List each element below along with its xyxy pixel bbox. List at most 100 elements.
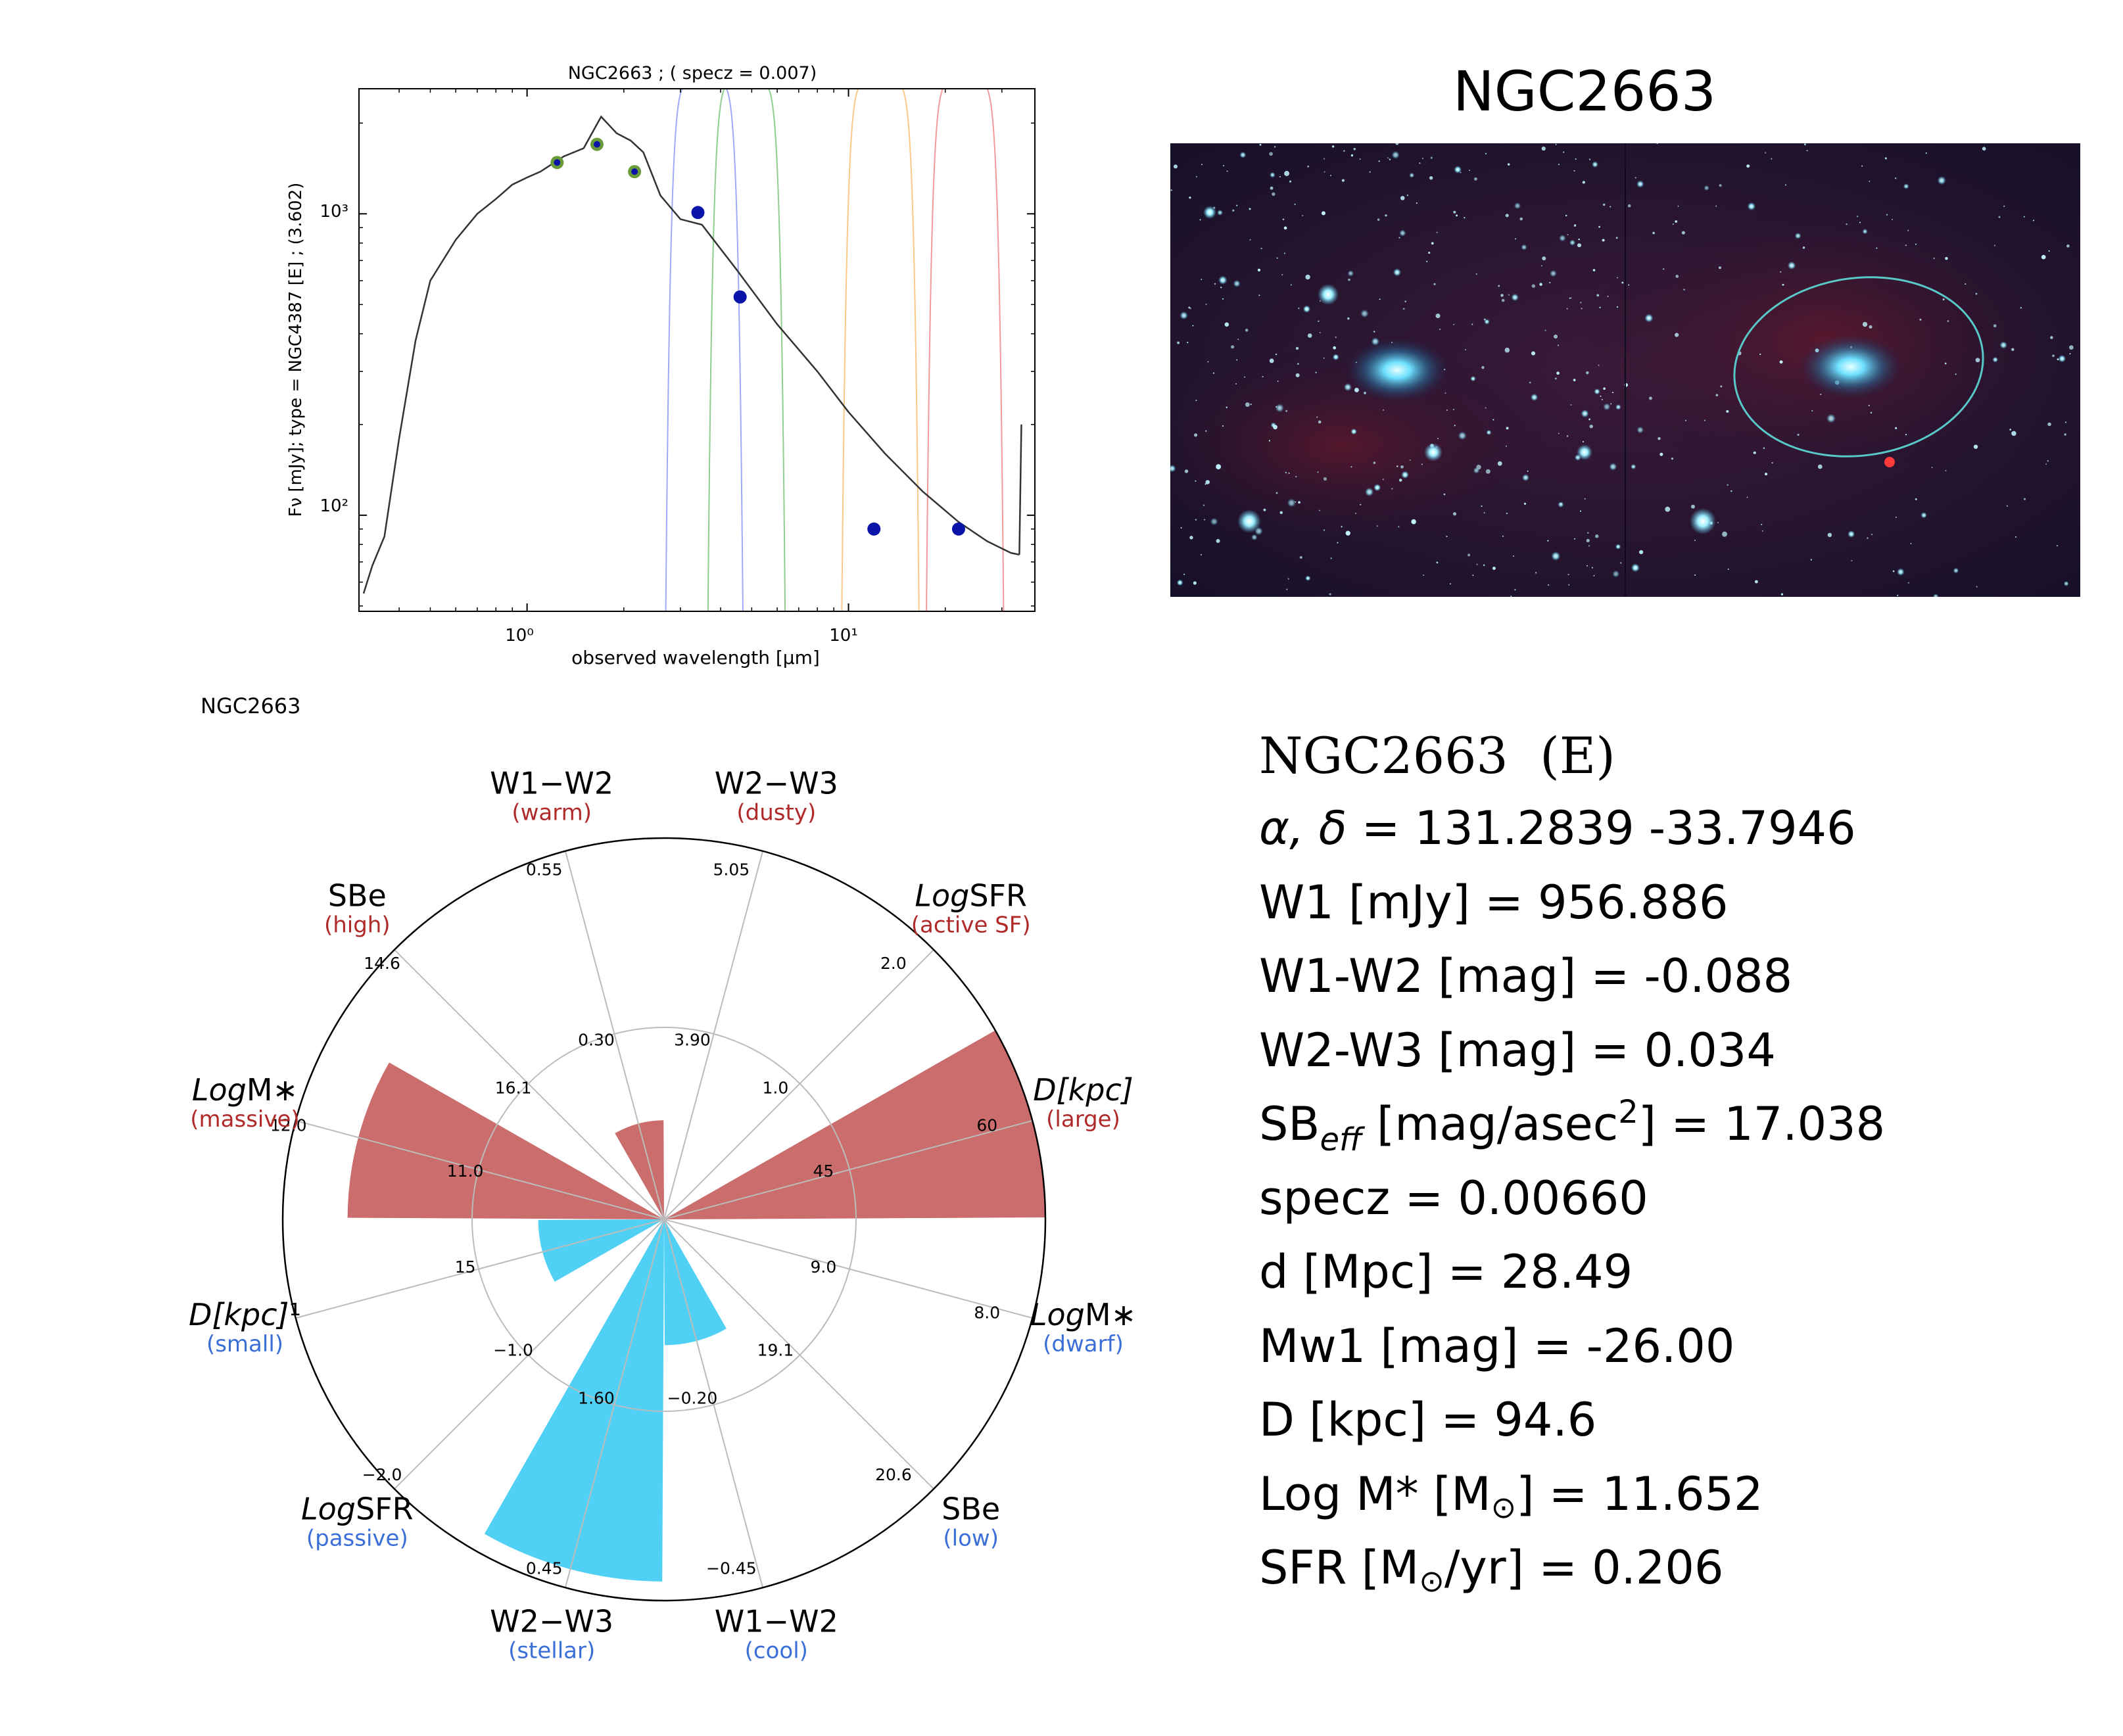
star <box>1270 186 1274 190</box>
radar-axis-sublabel: (massive) <box>190 1106 299 1133</box>
radar-tick-outer: −0.45 <box>706 1559 757 1578</box>
star <box>1369 171 1371 173</box>
star <box>1656 143 1658 145</box>
star <box>1373 461 1376 464</box>
star <box>1421 157 1424 160</box>
star <box>1428 251 1431 254</box>
radar-tick-outer: 60 <box>976 1116 997 1135</box>
radar-bar <box>664 1219 727 1346</box>
star <box>2009 429 2011 431</box>
radar-tick-inner: −0.20 <box>667 1388 718 1407</box>
star <box>1492 567 1496 570</box>
radar-tick-outer: 0.55 <box>526 860 563 880</box>
star <box>1385 214 1387 217</box>
star <box>1476 563 1478 565</box>
star <box>1683 289 1685 291</box>
star <box>1193 433 1198 437</box>
star <box>1514 202 1521 210</box>
star <box>2041 254 2046 260</box>
star <box>1569 239 1576 246</box>
star <box>1586 538 1590 543</box>
radar-axis-label: SBe <box>942 1491 1000 1527</box>
radar-bar <box>615 1120 664 1219</box>
star <box>1288 472 1290 474</box>
star <box>1720 385 1723 388</box>
star <box>1330 557 1332 559</box>
star <box>1382 479 1384 481</box>
star <box>1636 180 1644 188</box>
star <box>1350 154 1354 157</box>
star <box>1953 567 1959 574</box>
radar-tick-outer: 5.05 <box>713 860 750 880</box>
radar-spoke <box>394 1219 665 1490</box>
star <box>1431 242 1434 245</box>
star <box>1994 245 1996 246</box>
star <box>2003 205 2005 207</box>
star <box>1302 214 1304 216</box>
star <box>1894 177 1897 179</box>
star <box>2068 345 2074 350</box>
radar-tick-outer: 8.0 <box>974 1303 1000 1322</box>
star <box>1454 425 1456 427</box>
radar-axis-sublabel: (dwarf) <box>1043 1331 1124 1357</box>
star <box>1861 165 1863 167</box>
star <box>1249 208 1251 210</box>
star <box>1430 156 1433 159</box>
star <box>1541 146 1546 151</box>
star <box>1190 308 1192 310</box>
star <box>1465 348 1467 351</box>
radar-spoke <box>564 1219 665 1588</box>
star <box>1508 294 1510 296</box>
star <box>1323 529 1325 531</box>
star <box>1324 171 1325 173</box>
star <box>1453 210 1456 214</box>
star <box>1207 361 1209 363</box>
star <box>2024 498 2026 500</box>
star <box>1318 420 1322 424</box>
info-w1: W1 [mJy] = 956.886 <box>1259 875 1729 929</box>
radar-title: NGC2663 <box>201 693 301 718</box>
star <box>1220 287 1222 289</box>
star <box>1560 503 1562 505</box>
star <box>2058 354 2066 363</box>
star <box>1802 246 1805 249</box>
star <box>1276 257 1278 259</box>
star <box>1485 152 1487 154</box>
star <box>1620 562 1622 564</box>
star <box>1558 163 1560 166</box>
star <box>1549 281 1551 283</box>
star <box>1600 395 1602 397</box>
star <box>1797 433 1800 436</box>
star <box>1577 243 1582 248</box>
star <box>1580 302 1582 304</box>
star <box>1298 501 1300 504</box>
star <box>1761 530 1763 532</box>
star <box>1195 480 1197 482</box>
star <box>2064 433 2066 436</box>
star <box>1251 534 1258 541</box>
star <box>1318 320 1320 322</box>
radar-tick-inner: 19.1 <box>757 1340 794 1359</box>
star <box>1350 428 1357 435</box>
radar-axis-label: SBe <box>328 878 387 913</box>
star <box>1859 222 1861 223</box>
star <box>1827 532 1832 538</box>
star <box>1639 550 1644 555</box>
star <box>1765 152 1767 154</box>
star <box>1746 496 1748 498</box>
star <box>1319 509 1321 511</box>
star <box>1484 319 1490 325</box>
star <box>1245 402 1250 408</box>
star <box>1907 582 1909 584</box>
star <box>1636 426 1644 434</box>
radar-axis-sublabel: (high) <box>324 912 391 938</box>
star <box>1354 512 1356 515</box>
star <box>1205 483 1206 485</box>
info-title: NGC2663 (E) <box>1259 726 1615 785</box>
star <box>1402 308 1405 310</box>
star <box>1295 346 1299 350</box>
star <box>1616 306 1619 308</box>
sed-point-nir-core <box>593 141 600 148</box>
star <box>1806 150 1808 152</box>
star <box>1201 279 1203 281</box>
